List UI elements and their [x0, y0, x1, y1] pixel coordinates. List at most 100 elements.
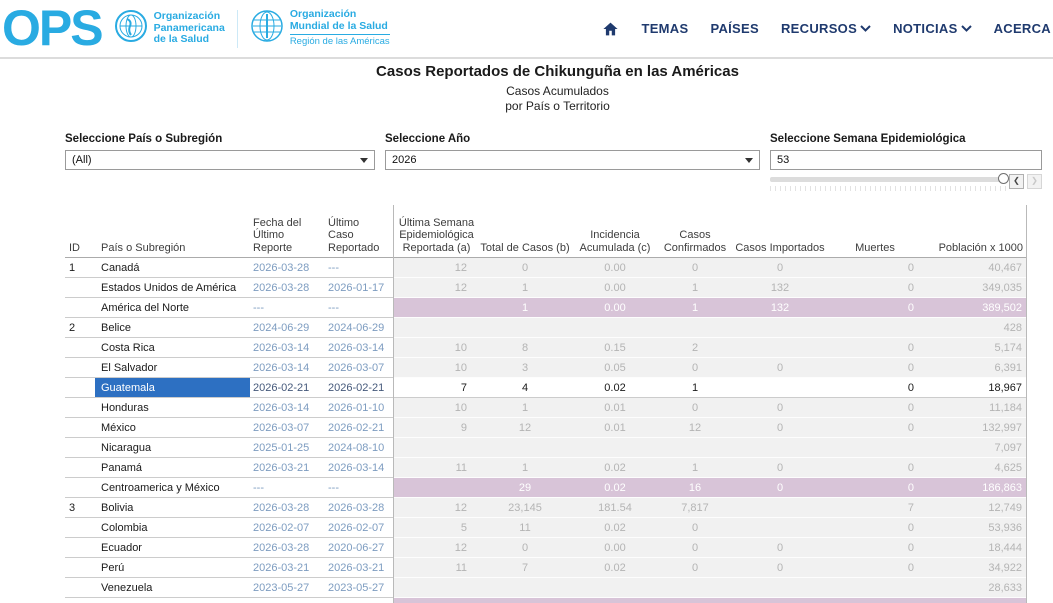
cell-ultimo_caso: ---	[325, 478, 393, 498]
table-row[interactable]	[65, 598, 1027, 603]
cell-confirmados: 0	[660, 398, 730, 418]
cell-poblacion: 4,625	[920, 458, 1027, 478]
cell-fecha: 2026-03-21	[250, 558, 325, 578]
table-row[interactable]: Guatemala 2026-02-21 2026-02-21 7 4 0.02 1 0 18,…	[65, 378, 1027, 398]
cell-ultimo_caso: 2026-03-14	[325, 458, 393, 478]
cell-incidencia: 0.05	[570, 358, 660, 378]
table-row[interactable]: 1 Canadá 2026-03-28 --- 12 0 0.00 0 0 0 40,467	[65, 258, 1027, 278]
table-row[interactable]: El Salvador 2026-03-14 2026-03-07 10 3 0.05 0 0…	[65, 358, 1027, 378]
cell-poblacion	[920, 598, 1027, 603]
cell-poblacion: 7,097	[920, 438, 1027, 458]
cell-poblacion: 389,502	[920, 298, 1027, 318]
cell-id: 2	[65, 318, 95, 338]
cell-id	[65, 298, 95, 318]
nav-item-temas[interactable]: TEMAS	[641, 21, 689, 36]
year-select[interactable]: 2026	[385, 150, 760, 170]
cell-confirmados	[660, 598, 730, 603]
cell-incidencia: 0.02	[570, 378, 660, 398]
cell-country: América del Norte	[95, 298, 250, 318]
table-row[interactable]: Costa Rica 2026-03-14 2026-03-14 10 8 0.15 2 0 5…	[65, 338, 1027, 358]
table-row[interactable]: Venezuela 2023-05-27 2023-05-27 28,633	[65, 578, 1027, 598]
cell-id	[65, 478, 95, 498]
nav-item-noticias[interactable]: NOTICIAS	[893, 21, 972, 36]
cell-total: 3	[480, 358, 570, 378]
cell-muertes	[830, 598, 920, 603]
cell-muertes: 0	[830, 258, 920, 278]
cell-total: 1	[480, 398, 570, 418]
cell-id	[65, 438, 95, 458]
cell-country: Panamá	[95, 458, 250, 478]
column-header-total[interactable]: Total de Casos (b)	[480, 241, 570, 254]
column-header-muertes[interactable]: Muertes	[855, 241, 895, 254]
cell-poblacion: 18,444	[920, 538, 1027, 558]
cell-total	[480, 438, 570, 458]
week-prev-button[interactable]: ❮	[1009, 174, 1024, 189]
cell-total: 12	[480, 418, 570, 438]
title-block: Casos Reportados de Chikunguña en las Am…	[60, 63, 1053, 114]
table-row[interactable]: América del Norte --- --- 1 0.00 1 132 0 389,502	[65, 298, 1027, 318]
column-header-importados[interactable]: Casos Importados	[735, 241, 825, 254]
column-header-semana[interactable]: Última Semana Epidemiológica Reportada (…	[398, 216, 475, 254]
table-row[interactable]: Panamá 2026-03-21 2026-03-14 11 1 0.02 1 0 0 4,62…	[65, 458, 1027, 478]
nav-item-recursos[interactable]: RECURSOS	[781, 21, 871, 36]
column-header-ultimo_caso[interactable]: Último Caso Reportado	[328, 216, 380, 254]
column-header-incidencia[interactable]: Incidencia Acumulada (c)	[579, 229, 651, 254]
cell-importados: 0	[730, 538, 830, 558]
nav-item-países[interactable]: PAÍSES	[710, 21, 759, 36]
cell-confirmados	[660, 318, 730, 338]
column-header-country[interactable]: País o Subregión	[101, 241, 186, 254]
table-row[interactable]: Honduras 2026-03-14 2026-01-10 10 1 0.01 0 0 0 11…	[65, 398, 1027, 418]
cell-muertes: 0	[830, 558, 920, 578]
cell-semana: 5	[393, 518, 480, 538]
cell-fecha: 2025-01-25	[250, 438, 325, 458]
filter-year-label: Seleccione Año	[385, 133, 471, 145]
week-next-button[interactable]: ❯	[1027, 174, 1042, 189]
cell-muertes: 0	[830, 478, 920, 498]
table-row[interactable]: México 2026-03-07 2026-02-21 9 12 0.01 12 0 0 132…	[65, 418, 1027, 438]
week-input[interactable]	[770, 150, 1042, 170]
cell-confirmados: 0	[660, 518, 730, 538]
country-select[interactable]: (All)	[65, 150, 375, 170]
table-row[interactable]: Colombia 2026-02-07 2026-02-07 5 11 0.02 0 0 53,…	[65, 518, 1027, 538]
cell-incidencia: 0.02	[570, 458, 660, 478]
cell-id	[65, 458, 95, 478]
cell-muertes: 0	[830, 538, 920, 558]
cell-semana: 10	[393, 398, 480, 418]
cell-poblacion: 5,174	[920, 338, 1027, 358]
cell-muertes: 0	[830, 298, 920, 318]
cell-confirmados: 0	[660, 558, 730, 578]
nav-item-acerca[interactable]: ACERCA	[993, 21, 1051, 36]
table-row[interactable]: Centroamerica y México --- --- 29 0.02 16 0 0 18…	[65, 478, 1027, 498]
dropdown-arrow-icon	[745, 157, 753, 163]
cell-fecha: 2026-03-14	[250, 398, 325, 418]
cell-importados: 0	[730, 478, 830, 498]
ops-logo[interactable]: OPS Organización Panamericana de la Salu…	[0, 1, 390, 56]
table-row[interactable]: Perú 2026-03-21 2026-03-21 11 7 0.02 0 0 0 34,922	[65, 558, 1027, 578]
column-header-id[interactable]: ID	[69, 241, 80, 254]
year-select-value: 2026	[392, 154, 417, 166]
cell-poblacion: 349,035	[920, 278, 1027, 298]
table-row[interactable]: Nicaragua 2025-01-25 2024-08-10 7,097	[65, 438, 1027, 458]
paho-org-name: Organización Panamericana de la Salud	[153, 10, 225, 46]
table-row[interactable]: 2 Belice 2024-06-29 2024-06-29 428	[65, 318, 1027, 338]
cell-total: 23,145	[480, 498, 570, 518]
cell-poblacion: 34,922	[920, 558, 1027, 578]
table-row[interactable]: Ecuador 2026-03-28 2020-06-27 12 0 0.00 0 0 0 18,…	[65, 538, 1027, 558]
table-row[interactable]: 3 Bolivia 2026-03-28 2026-03-28 12 23,145 181.…	[65, 498, 1027, 518]
home-button[interactable]	[602, 21, 619, 37]
cell-id: 3	[65, 498, 95, 518]
page-subtitle: Casos Acumulados por País o Territorio	[505, 84, 610, 113]
cell-id: 1	[65, 258, 95, 278]
cell-incidencia	[570, 318, 660, 338]
cell-poblacion: 186,863	[920, 478, 1027, 498]
week-slider-track[interactable]	[770, 173, 1009, 184]
cell-muertes: 0	[830, 278, 920, 298]
home-icon	[603, 22, 619, 35]
column-header-fecha[interactable]: Fecha del Último Reporte	[253, 216, 302, 254]
cell-importados	[730, 318, 830, 338]
table-row[interactable]: Estados Unidos de América 2026-03-28 2026-…	[65, 278, 1027, 298]
cell-fecha: 2026-03-28	[250, 538, 325, 558]
week-slider-handle[interactable]	[998, 173, 1009, 184]
column-header-poblacion[interactable]: Población x 1000	[938, 241, 1023, 254]
column-header-confirmados[interactable]: Casos Confirmados	[663, 229, 727, 254]
